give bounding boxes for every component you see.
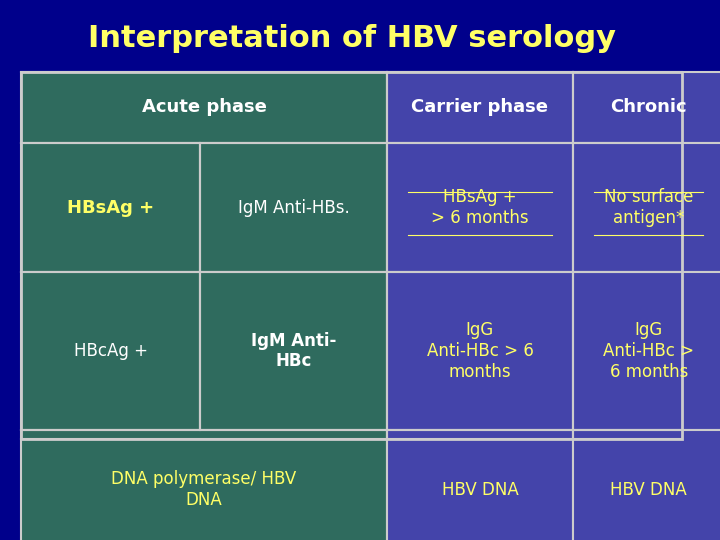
Text: HBV DNA: HBV DNA [611, 481, 687, 498]
FancyBboxPatch shape [200, 143, 387, 272]
Text: DNA polymerase/ HBV
DNA: DNA polymerase/ HBV DNA [112, 470, 297, 509]
Text: HBsAg +: HBsAg + [67, 199, 154, 217]
Text: Chronic: Chronic [611, 98, 687, 117]
FancyBboxPatch shape [573, 430, 720, 540]
FancyBboxPatch shape [21, 272, 200, 430]
Text: HBV DNA: HBV DNA [441, 481, 518, 498]
FancyBboxPatch shape [387, 72, 573, 143]
FancyBboxPatch shape [573, 272, 720, 430]
FancyBboxPatch shape [387, 430, 573, 540]
Text: IgG
Anti-HBc > 6
months: IgG Anti-HBc > 6 months [426, 321, 534, 381]
FancyBboxPatch shape [21, 72, 387, 143]
FancyBboxPatch shape [573, 143, 720, 272]
FancyBboxPatch shape [387, 143, 573, 272]
FancyBboxPatch shape [21, 430, 387, 540]
Text: IgG
Anti-HBc >
6 months: IgG Anti-HBc > 6 months [603, 321, 694, 381]
Text: No surface
antigen*: No surface antigen* [604, 188, 693, 227]
FancyBboxPatch shape [573, 72, 720, 143]
Text: HBcAg +: HBcAg + [73, 342, 148, 360]
Text: Interpretation of HBV serology: Interpretation of HBV serology [88, 24, 616, 53]
Text: Carrier phase: Carrier phase [411, 98, 549, 117]
Text: IgM Anti-
HBc: IgM Anti- HBc [251, 332, 336, 370]
FancyBboxPatch shape [387, 272, 573, 430]
FancyBboxPatch shape [21, 143, 200, 272]
FancyBboxPatch shape [200, 272, 387, 430]
Text: IgM Anti-HBs.: IgM Anti-HBs. [238, 199, 349, 217]
Text: Acute phase: Acute phase [142, 98, 266, 117]
Text: HBsAg +
> 6 months: HBsAg + > 6 months [431, 188, 528, 227]
